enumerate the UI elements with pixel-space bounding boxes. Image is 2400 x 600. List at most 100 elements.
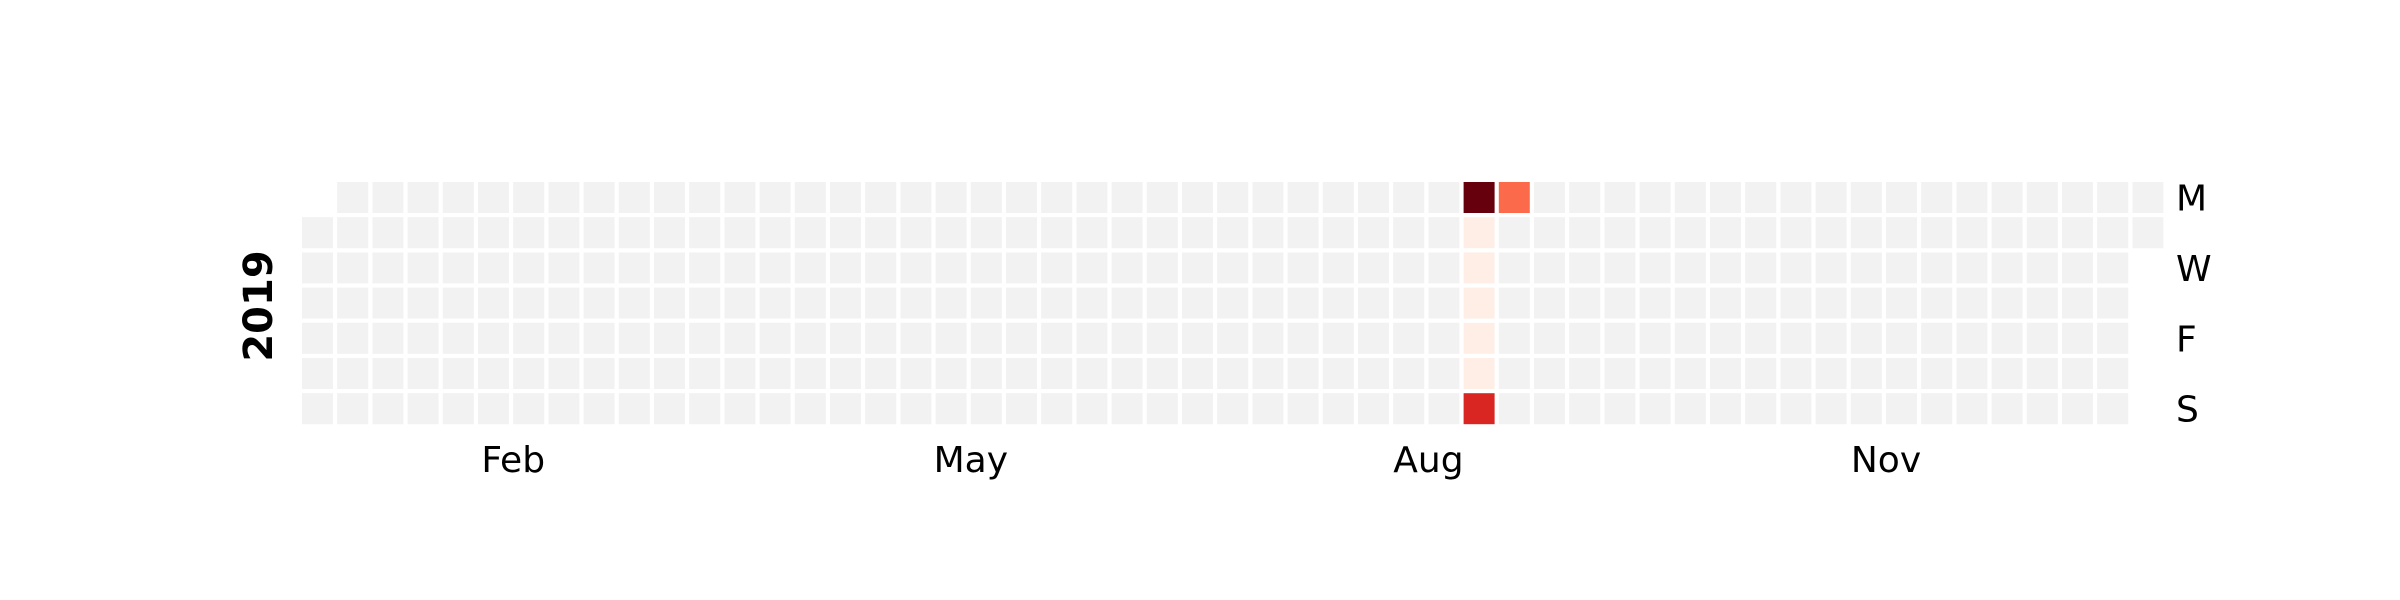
heatmap-cell bbox=[1956, 252, 1988, 284]
heatmap-cell bbox=[1780, 287, 1812, 319]
heatmap-cell bbox=[935, 182, 967, 213]
heatmap-cell bbox=[1498, 287, 1530, 319]
heatmap-cell bbox=[1217, 358, 1249, 389]
heatmap-cell bbox=[302, 252, 333, 284]
heatmap-cell bbox=[2026, 393, 2058, 425]
heatmap-cell bbox=[1815, 322, 1847, 354]
heatmap-cell bbox=[302, 322, 333, 354]
heatmap-cell bbox=[1217, 287, 1249, 319]
heatmap-cell bbox=[654, 182, 685, 213]
heatmap-cell bbox=[1393, 358, 1425, 389]
heatmap-cell bbox=[654, 393, 685, 425]
heatmap-cell bbox=[442, 358, 474, 389]
heatmap-cell bbox=[1041, 393, 1073, 425]
heatmap-cell bbox=[302, 358, 333, 389]
heatmap-cell bbox=[583, 217, 615, 249]
heatmap-cell bbox=[1921, 358, 1953, 389]
heatmap-cell bbox=[2132, 182, 2164, 213]
heatmap-cell bbox=[1639, 393, 1671, 425]
heatmap-cell bbox=[1886, 217, 1917, 249]
heatmap-cell bbox=[794, 393, 826, 425]
heatmap-cell bbox=[513, 287, 545, 319]
heatmap-cell bbox=[372, 217, 404, 249]
heatmap-cell bbox=[1393, 322, 1425, 354]
heatmap-cell bbox=[548, 217, 580, 249]
month-label: May bbox=[934, 440, 1008, 481]
heatmap-cell bbox=[1358, 287, 1389, 319]
heatmap-cell bbox=[1182, 322, 1213, 354]
heatmap-cell bbox=[759, 358, 791, 389]
heatmap-cell bbox=[442, 252, 474, 284]
heatmap-cell bbox=[1252, 182, 1284, 213]
heatmap-cell bbox=[478, 287, 509, 319]
heatmap-cell bbox=[2097, 358, 2129, 389]
heatmap-cell bbox=[1111, 322, 1143, 354]
heatmap-cell bbox=[1710, 322, 1741, 354]
heatmap-cell bbox=[1604, 287, 1636, 319]
heatmap-cell bbox=[1745, 322, 1777, 354]
heatmap-cell bbox=[1815, 393, 1847, 425]
heatmap-cell bbox=[970, 358, 1002, 389]
heatmap-cell bbox=[724, 217, 756, 249]
heatmap-cell bbox=[1182, 393, 1213, 425]
heatmap-cell bbox=[970, 287, 1002, 319]
heatmap-cell bbox=[1252, 252, 1284, 284]
heatmap-cell bbox=[1006, 322, 1037, 354]
heatmap-cell bbox=[1358, 252, 1389, 284]
heatmap-cell bbox=[1639, 217, 1671, 249]
heatmap-cell bbox=[1534, 252, 1565, 284]
heatmap-cell bbox=[1041, 217, 1073, 249]
heatmap-cell bbox=[1674, 358, 1706, 389]
heatmap-cell bbox=[2097, 217, 2129, 249]
heatmap-cell bbox=[1076, 358, 1108, 389]
weekday-label: S bbox=[2176, 390, 2199, 431]
heatmap-cell bbox=[1041, 358, 1073, 389]
heatmap-cell bbox=[407, 322, 439, 354]
heatmap-cell bbox=[1850, 217, 1882, 249]
heatmap-cell bbox=[618, 182, 650, 213]
heatmap-cell bbox=[513, 217, 545, 249]
heatmap-cell bbox=[442, 217, 474, 249]
heatmap-cell bbox=[865, 358, 897, 389]
heatmap-cell bbox=[970, 252, 1002, 284]
heatmap-cell bbox=[1006, 358, 1037, 389]
heatmap-cell bbox=[830, 393, 861, 425]
heatmap-cell bbox=[1991, 393, 2023, 425]
heatmap-cell bbox=[865, 217, 897, 249]
heatmap-cell bbox=[618, 322, 650, 354]
heatmap-cell bbox=[1710, 287, 1741, 319]
heatmap-cell bbox=[1182, 217, 1213, 249]
heatmap-cell bbox=[1991, 252, 2023, 284]
heatmap-cell bbox=[1287, 287, 1319, 319]
heatmap-cell bbox=[1287, 358, 1319, 389]
heatmap-cell bbox=[1393, 393, 1425, 425]
heatmap-cell bbox=[1534, 217, 1565, 249]
heatmap-cell bbox=[1710, 393, 1741, 425]
weekday-label: W bbox=[2176, 249, 2212, 290]
heatmap-cell bbox=[583, 182, 615, 213]
heatmap-cell bbox=[583, 287, 615, 319]
heatmap-cell bbox=[1921, 322, 1953, 354]
heatmap-cell bbox=[794, 217, 826, 249]
heatmap-cell bbox=[548, 287, 580, 319]
heatmap-cell bbox=[1991, 287, 2023, 319]
heatmap-cell bbox=[759, 393, 791, 425]
heatmap-cell bbox=[865, 182, 897, 213]
heatmap-cell bbox=[794, 287, 826, 319]
heatmap-cell bbox=[1850, 358, 1882, 389]
heatmap-cell bbox=[1956, 217, 1988, 249]
heatmap-cell bbox=[1886, 322, 1917, 354]
heatmap-cell bbox=[1287, 217, 1319, 249]
heatmap-cell bbox=[442, 393, 474, 425]
heatmap-cell bbox=[970, 393, 1002, 425]
heatmap-cell bbox=[583, 358, 615, 389]
heatmap-cell bbox=[407, 217, 439, 249]
heatmap-cell bbox=[513, 393, 545, 425]
heatmap-cell bbox=[1041, 252, 1073, 284]
heatmap-cell bbox=[1076, 393, 1108, 425]
heatmap-cell bbox=[1006, 252, 1037, 284]
heatmap-cells bbox=[302, 182, 2164, 425]
heatmap-cell bbox=[724, 287, 756, 319]
heatmap-cell bbox=[1287, 393, 1319, 425]
heatmap-cell bbox=[1076, 217, 1108, 249]
